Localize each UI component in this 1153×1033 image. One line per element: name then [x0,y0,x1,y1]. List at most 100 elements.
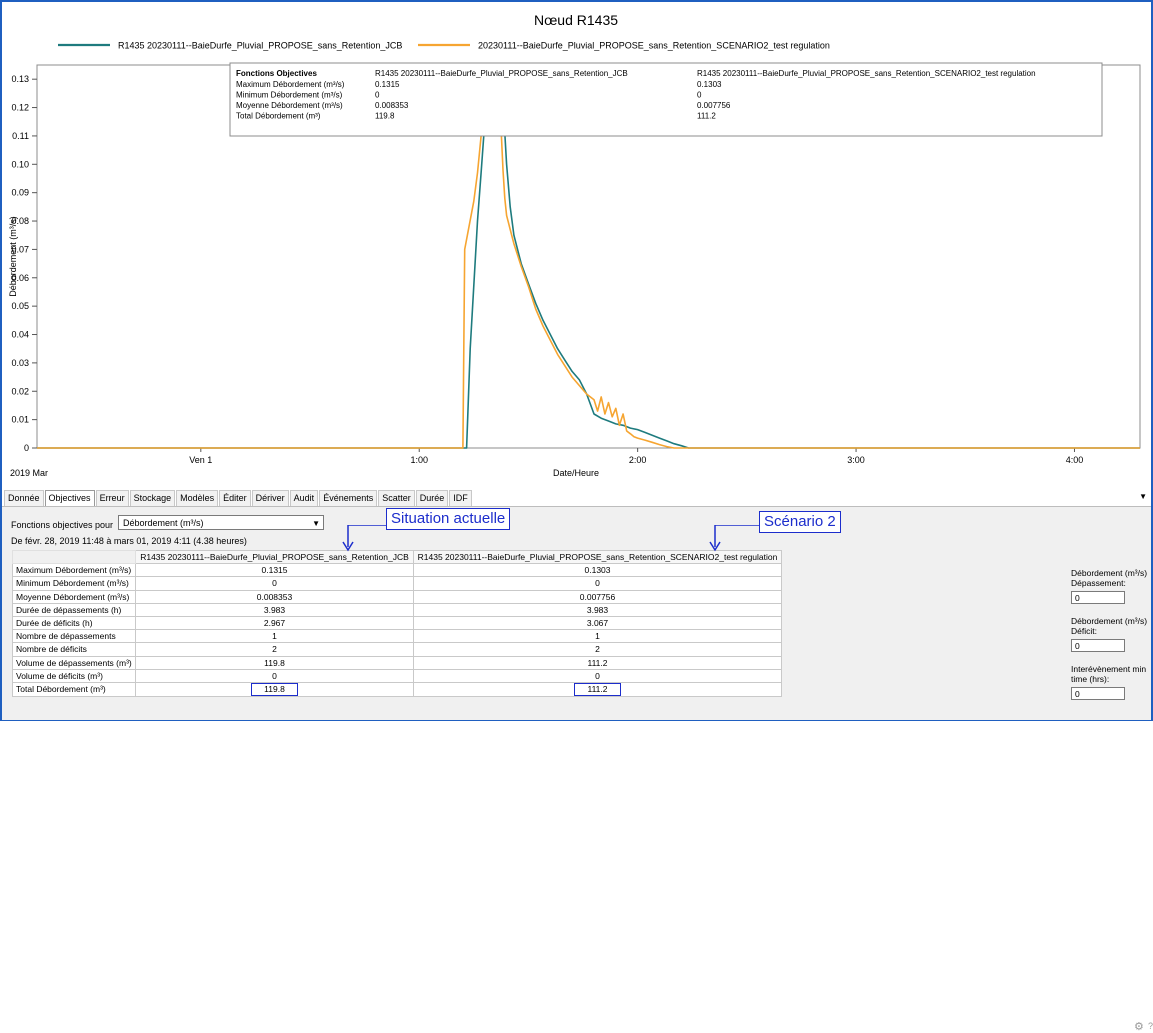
cell-current: 0.008353 [135,589,414,604]
stats-box-row-label: Total Débordement (m³) [236,112,321,121]
cell-current: 1 [135,629,414,644]
cell-scenario2: 3.067 [413,615,782,631]
highlight-total-current: 119.8 [251,682,298,696]
tab-erreur[interactable]: Erreur [95,490,129,506]
deficit-threshold-label: Débordement (m³/s) Déficit: [1071,616,1148,636]
stats-box-value-current: 119.8 [375,112,395,121]
table-row: Nombre de dépassements 1 1 [12,629,782,644]
tab-evenements[interactable]: Événements [319,490,378,506]
stats-box-value-scenario2: 0.007756 [697,101,731,110]
exceed-threshold-input[interactable]: 0 [1071,591,1125,604]
stats-box-row-label: Maximum Débordement (m³/s) [236,80,345,89]
stats-box-value-current: 0 [375,91,380,100]
x-axis-label: Date/Heure [553,468,599,478]
tab-objectives[interactable]: Objectives [44,490,95,506]
exceed-threshold-label: Débordement (m³/s) Dépassement: [1071,568,1148,588]
callout-situation-actuelle: Situation actuelle [386,508,511,530]
row-label: Durée de déficits (h) [12,615,136,631]
cell-scenario2: 0.1303 [413,563,782,578]
cell-current: 0.1315 [135,563,414,578]
objective-function-select[interactable]: Débordement (m³/s) ▼ [118,515,324,530]
y-tick-label: 0.02 [11,386,29,396]
gear-icon[interactable]: ⚙ [1134,1021,1144,1033]
chart: Nœud R1435 R1435 20230111--BaieDurfe_Pluv… [8,12,1141,478]
inter-event-label: Interévènement min time (hrs): [1071,664,1147,684]
y-tick-label: 0.13 [11,74,29,84]
stats-box-col1: R1435 20230111--BaieDurfe_Pluvial_PROPOS… [375,69,628,78]
y-tick-label: 0.06 [11,273,29,283]
cell-scenario2: 111.2 [413,681,782,697]
stats-box-value-scenario2: 0.1303 [697,80,722,89]
stats-box-value-scenario2: 0 [697,91,702,100]
y-tick-label: 0.11 [12,131,29,141]
objectives-table: R1435 20230111--BaieDurfe_Pluvial_PROPOS… [12,549,782,697]
row-label: Moyenne Débordement (m³/s) [12,589,136,604]
row-label: Minimum Débordement (m³/s) [12,576,136,591]
chevron-down-icon[interactable]: ▼ [312,519,320,528]
y-tick-label: 0.08 [11,216,29,226]
cell-current: 3.983 [135,602,414,617]
table-row: Maximum Débordement (m³/s) 0.1315 0.1303 [12,563,782,578]
y-tick-label: 0.01 [11,415,29,425]
tab-idf[interactable]: IDF [449,490,472,506]
table-row: Volume de dépassements (m³) 119.8 111.2 [12,655,782,670]
tab-editer[interactable]: Éditer [219,490,251,506]
tab-duree[interactable]: Durée [415,490,449,506]
row-label: Nombre de dépassements [12,629,136,644]
tab-deriver[interactable]: Dériver [251,490,289,506]
cell-current: 119.8 [135,681,414,697]
cell-current: 2 [135,642,414,657]
tab-audit[interactable]: Audit [289,490,319,506]
x-tick-label: 3:00 [847,455,865,465]
cell-scenario2: 111.2 [413,655,782,670]
table-row: Nombre de déficits 2 2 [12,642,782,657]
table-row: Durée de déficits (h) 2.967 3.067 [12,615,782,631]
stats-box-col2: R1435 20230111--BaieDurfe_Pluvial_PROPOS… [697,69,1036,78]
table-row: Durée de dépassements (h) 3.983 3.983 [12,602,782,617]
y-tick-label: 0.04 [11,330,29,340]
stats-box-value-current: 0.008353 [375,101,409,110]
y-tick-label: 0.03 [11,358,29,368]
y-tick-label: 0.07 [11,244,29,254]
x-tick-label: 4:00 [1066,455,1084,465]
cell-scenario2: 0 [413,668,782,683]
tab-scatter[interactable]: Scatter [378,490,415,506]
tab-stockage[interactable]: Stockage [129,490,176,506]
row-label: Volume de déficits (m³) [12,668,136,683]
cell-scenario2: 2 [413,642,782,657]
chart-title: Nœud R1435 [534,12,618,28]
cell-scenario2: 1 [413,629,782,644]
objective-function-label: Fonctions objectives pour [11,520,114,530]
x-tick-label: 2:00 [629,455,647,465]
inter-event-input[interactable]: 0 [1071,687,1125,700]
table-corner [12,549,136,565]
tab-modeles[interactable]: Modèles [176,490,219,506]
stats-box-value-current: 0.1315 [375,80,400,89]
tab-donnee[interactable]: Donnée [4,490,44,506]
table-row: Moyenne Débordement (m³/s) 0.008353 0.0077… [12,589,782,604]
stats-box-value-scenario2: 111.2 [697,112,716,121]
cell-current: 0 [135,576,414,591]
cell-current: 0 [135,668,414,683]
deficit-threshold-input[interactable]: 0 [1071,639,1125,652]
stats-box-header: Fonctions Objectives [236,69,317,78]
help-icon[interactable]: ? [1148,1021,1153,1031]
y-tick-label: 0 [24,443,29,453]
y-axis-label: Débordement (m³/s) [8,216,18,297]
tab-scroll-icon[interactable]: ▼ [1139,492,1147,501]
y-tick-label: 0.09 [11,188,29,198]
row-label: Volume de dépassements (m³) [12,655,136,670]
y-tick-label: 0.05 [11,301,29,311]
cell-current: 2.967 [135,615,414,631]
stats-box-row-label: Moyenne Débordement (m³/s) [236,101,343,110]
row-label: Nombre de déficits [12,642,136,657]
y-tick-label: 0.10 [11,159,29,169]
stats-box-row-label: Minimum Débordement (m³/s) [236,91,343,100]
x-sub-label: 2019 Mar [10,468,48,478]
column-header-scenario2: R1435 20230111--BaieDurfe_Pluvial_PROPOS… [413,549,782,565]
table-row: Total Débordement (m³) 119.8 111.2 [12,681,782,697]
time-range-text: De févr. 28, 2019 11:48 à mars 01, 2019 … [11,536,247,546]
legend-label-series-2: 20230111--BaieDurfe_Pluvial_PROPOSE_sans… [478,41,830,51]
row-label: Total Débordement (m³) [12,681,136,697]
cell-current: 119.8 [135,655,414,670]
